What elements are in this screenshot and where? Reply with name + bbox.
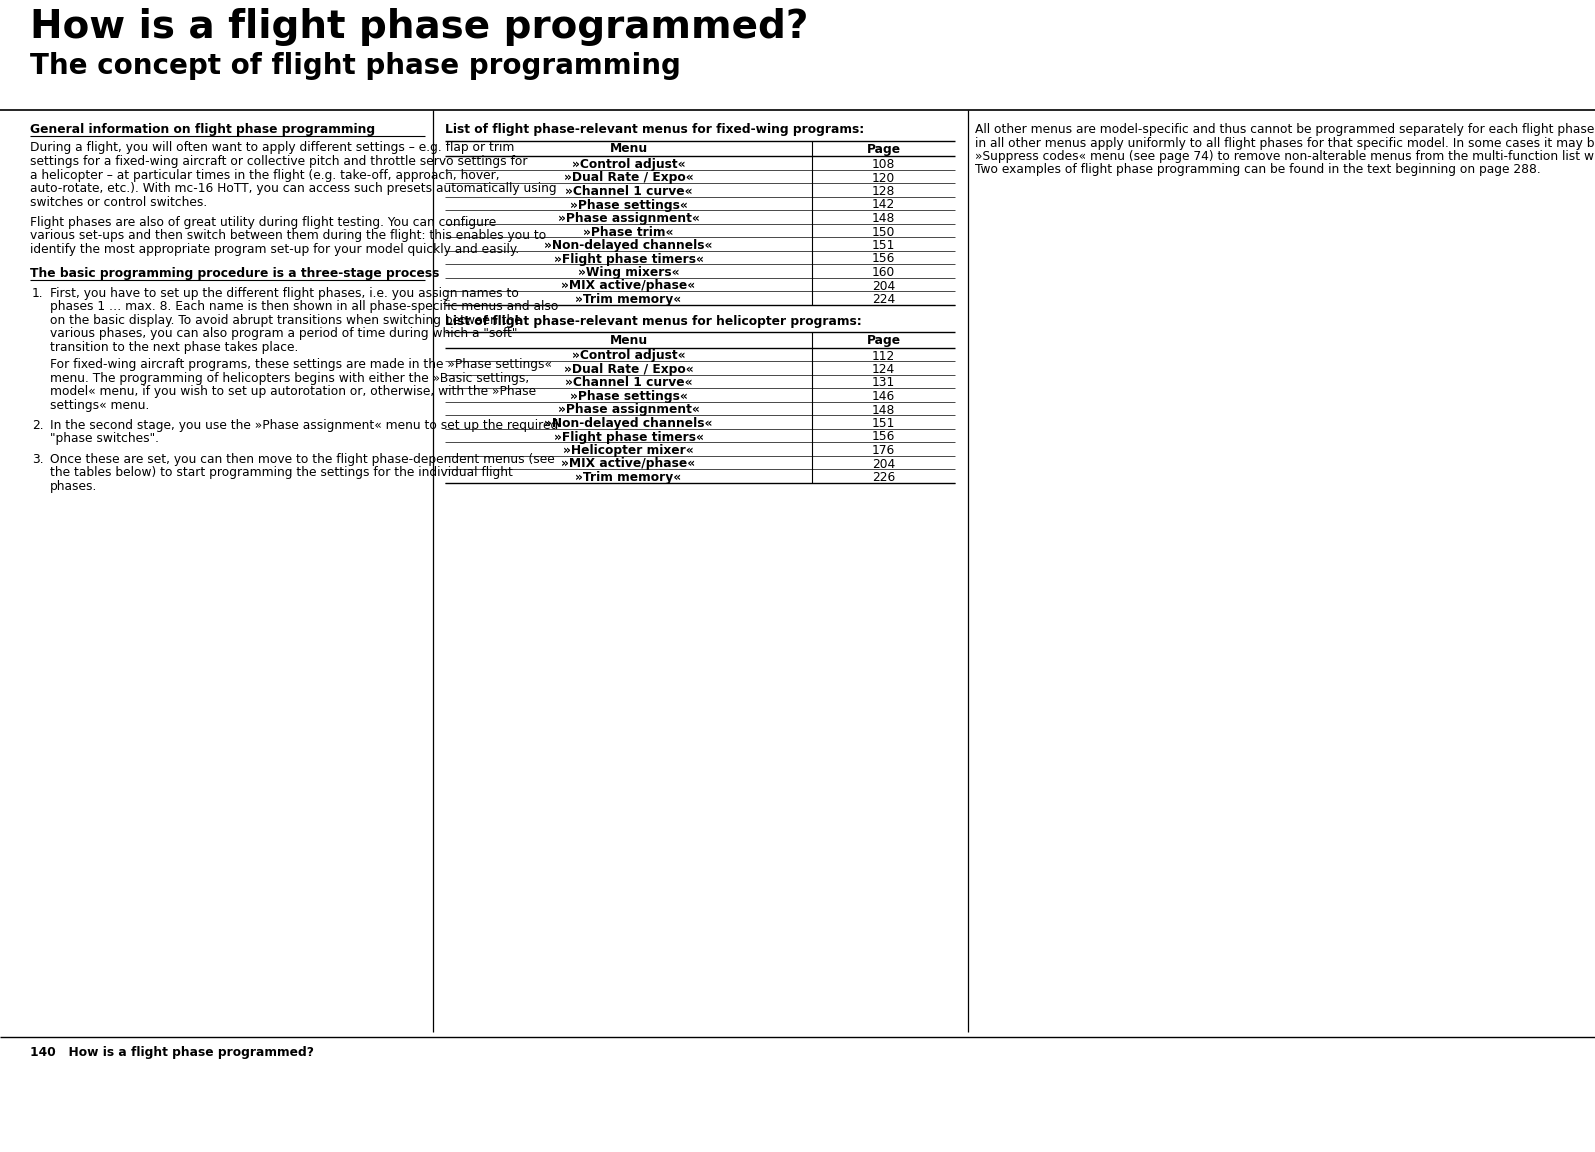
Text: a helicopter – at particular times in the flight (e.g. take-off, approach, hover: a helicopter – at particular times in th… bbox=[30, 168, 499, 182]
Text: in all other menus apply uniformly to all flight phases for that specific model.: in all other menus apply uniformly to al… bbox=[975, 136, 1595, 150]
Text: the tables below) to start programming the settings for the individual flight: the tables below) to start programming t… bbox=[49, 467, 514, 479]
Text: 176: 176 bbox=[872, 444, 895, 457]
Text: »Flight phase timers«: »Flight phase timers« bbox=[553, 252, 703, 265]
Text: 156: 156 bbox=[872, 431, 895, 444]
Text: various set-ups and then switch between them during the flight: this enables you: various set-ups and then switch between … bbox=[30, 229, 545, 242]
Text: »Dual Rate / Expo«: »Dual Rate / Expo« bbox=[563, 363, 694, 376]
Text: phases 1 … max. 8. Each name is then shown in all phase-specific menus and also: phases 1 … max. 8. Each name is then sho… bbox=[49, 300, 558, 313]
Text: Once these are set, you can then move to the flight phase-dependent menus (see: Once these are set, you can then move to… bbox=[49, 453, 555, 465]
Text: How is a flight phase programmed?: How is a flight phase programmed? bbox=[30, 8, 809, 46]
Text: Menu: Menu bbox=[609, 334, 648, 347]
Text: Two examples of flight phase programming can be found in the text beginning on p: Two examples of flight phase programming… bbox=[975, 164, 1541, 176]
Text: auto-rotate, etc.). With mc-16 HoTT, you can access such presets automatically u: auto-rotate, etc.). With mc-16 HoTT, you… bbox=[30, 182, 557, 195]
Text: List of flight phase-relevant menus for helicopter programs:: List of flight phase-relevant menus for … bbox=[445, 314, 861, 327]
Text: »Trim memory«: »Trim memory« bbox=[576, 471, 681, 484]
Text: For fixed-wing aircraft programs, these settings are made in the »Phase settings: For fixed-wing aircraft programs, these … bbox=[49, 358, 552, 371]
Text: 148: 148 bbox=[872, 403, 895, 417]
Text: Page: Page bbox=[866, 334, 901, 347]
Text: 128: 128 bbox=[872, 185, 895, 198]
Text: settings« menu.: settings« menu. bbox=[49, 399, 150, 411]
Text: Menu: Menu bbox=[609, 143, 648, 156]
Text: 120: 120 bbox=[872, 172, 895, 184]
Text: 1.: 1. bbox=[32, 287, 43, 300]
Text: General information on flight phase programming: General information on flight phase prog… bbox=[30, 123, 375, 136]
Text: »Control adjust«: »Control adjust« bbox=[571, 158, 686, 170]
Text: During a flight, you will often want to apply different settings – e.g. flap or : During a flight, you will often want to … bbox=[30, 142, 514, 154]
Text: on the basic display. To avoid abrupt transitions when switching between the: on the basic display. To avoid abrupt tr… bbox=[49, 313, 522, 326]
Text: switches or control switches.: switches or control switches. bbox=[30, 196, 207, 209]
Text: Page: Page bbox=[866, 143, 901, 156]
Text: »Phase assignment«: »Phase assignment« bbox=[558, 212, 700, 225]
Text: »Suppress codes« menu (see page 74) to remove non-alterable menus from the multi: »Suppress codes« menu (see page 74) to r… bbox=[975, 150, 1595, 162]
Text: 142: 142 bbox=[872, 198, 895, 212]
Text: List of flight phase-relevant menus for fixed-wing programs:: List of flight phase-relevant menus for … bbox=[445, 123, 864, 136]
Text: 3.: 3. bbox=[32, 453, 43, 465]
Text: transition to the next phase takes place.: transition to the next phase takes place… bbox=[49, 341, 298, 354]
Text: All other menus are model-specific and thus cannot be programmed separately for : All other menus are model-specific and t… bbox=[975, 123, 1595, 136]
Text: 2.: 2. bbox=[32, 419, 43, 432]
Text: »MIX active/phase«: »MIX active/phase« bbox=[561, 457, 695, 470]
Text: »Non-delayed channels«: »Non-delayed channels« bbox=[544, 238, 713, 252]
Text: »Phase settings«: »Phase settings« bbox=[569, 391, 687, 403]
Text: 150: 150 bbox=[872, 226, 895, 238]
Text: 160: 160 bbox=[872, 266, 895, 279]
Text: »Phase trim«: »Phase trim« bbox=[584, 226, 673, 238]
Text: "phase switches".: "phase switches". bbox=[49, 432, 160, 446]
Text: various phases, you can also program a period of time during which a "soft": various phases, you can also program a p… bbox=[49, 327, 517, 340]
Text: 156: 156 bbox=[872, 252, 895, 265]
Text: 151: 151 bbox=[872, 238, 895, 252]
Text: 204: 204 bbox=[872, 457, 895, 470]
Text: 112: 112 bbox=[872, 349, 895, 363]
Text: The concept of flight phase programming: The concept of flight phase programming bbox=[30, 52, 681, 79]
Text: »Channel 1 curve«: »Channel 1 curve« bbox=[565, 185, 692, 198]
Text: identify the most appropriate program set-up for your model quickly and easily.: identify the most appropriate program se… bbox=[30, 243, 520, 256]
Text: »Channel 1 curve«: »Channel 1 curve« bbox=[565, 377, 692, 389]
Text: »Phase settings«: »Phase settings« bbox=[569, 198, 687, 212]
Text: »Wing mixers«: »Wing mixers« bbox=[577, 266, 679, 279]
Text: 204: 204 bbox=[872, 280, 895, 293]
Text: »Control adjust«: »Control adjust« bbox=[571, 349, 686, 363]
Text: Flight phases are also of great utility during flight testing. You can configure: Flight phases are also of great utility … bbox=[30, 215, 496, 229]
Text: »Trim memory«: »Trim memory« bbox=[576, 293, 681, 306]
Text: In the second stage, you use the »Phase assignment« menu to set up the required: In the second stage, you use the »Phase … bbox=[49, 419, 558, 432]
Text: »Phase assignment«: »Phase assignment« bbox=[558, 403, 700, 417]
Text: menu. The programming of helicopters begins with either the »Basic settings,: menu. The programming of helicopters beg… bbox=[49, 372, 530, 385]
Text: 224: 224 bbox=[872, 293, 895, 306]
Text: »MIX active/phase«: »MIX active/phase« bbox=[561, 280, 695, 293]
Text: The basic programming procedure is a three-stage process: The basic programming procedure is a thr… bbox=[30, 267, 439, 280]
Text: settings for a fixed-wing aircraft or collective pitch and throttle servo settin: settings for a fixed-wing aircraft or co… bbox=[30, 156, 528, 168]
Text: 124: 124 bbox=[872, 363, 895, 376]
Text: »Flight phase timers«: »Flight phase timers« bbox=[553, 431, 703, 444]
Text: First, you have to set up the different flight phases, i.e. you assign names to: First, you have to set up the different … bbox=[49, 287, 518, 300]
Text: phases.: phases. bbox=[49, 479, 97, 493]
Text: 226: 226 bbox=[872, 471, 895, 484]
Text: 146: 146 bbox=[872, 391, 895, 403]
Text: 151: 151 bbox=[872, 417, 895, 430]
Text: »Helicopter mixer«: »Helicopter mixer« bbox=[563, 444, 694, 457]
Text: model« menu, if you wish to set up autorotation or, otherwise, with the »Phase: model« menu, if you wish to set up autor… bbox=[49, 385, 536, 399]
Text: 108: 108 bbox=[872, 158, 895, 170]
Text: 131: 131 bbox=[872, 377, 895, 389]
Text: »Dual Rate / Expo«: »Dual Rate / Expo« bbox=[563, 172, 694, 184]
Text: »Non-delayed channels«: »Non-delayed channels« bbox=[544, 417, 713, 430]
Text: 140   How is a flight phase programmed?: 140 How is a flight phase programmed? bbox=[30, 1046, 314, 1059]
Text: 148: 148 bbox=[872, 212, 895, 225]
